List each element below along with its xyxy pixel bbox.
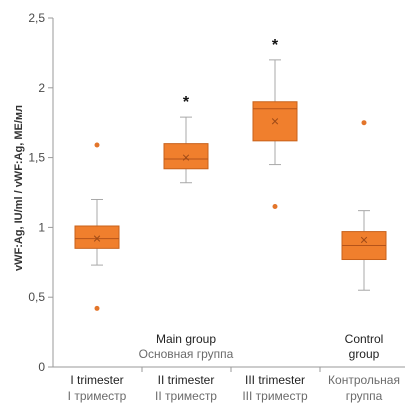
- y-tick-label: 1: [38, 220, 45, 234]
- mean-marker: [182, 154, 190, 161]
- outlier-point: [94, 305, 100, 311]
- box-group: [74, 142, 120, 311]
- box-group: *: [163, 94, 209, 184]
- mean-marker: [93, 235, 101, 242]
- significance-marker: *: [272, 37, 279, 54]
- category-label-en: III trimester: [245, 373, 305, 387]
- mean-marker-stroke: [271, 118, 279, 125]
- category-label-ru: Контрольная: [328, 373, 400, 387]
- category-label-ru: группа: [346, 389, 383, 403]
- mean-marker-stroke: [182, 154, 190, 161]
- box-group: [341, 120, 387, 291]
- significance-marker: *: [183, 94, 190, 111]
- box-series: **: [74, 37, 387, 311]
- y-axis-title: vWF:Ag, IU/ml / vWF:Ag, МЕ/мл: [13, 105, 25, 271]
- y-tick-label: 2: [38, 81, 45, 95]
- category-label-ru: III триместр: [242, 389, 308, 403]
- y-tick-label: 1,5: [28, 151, 45, 165]
- category-label-en: II trimester: [158, 373, 215, 387]
- mean-marker-stroke: [93, 235, 101, 242]
- outlier-point: [272, 203, 278, 209]
- category-label-ru: II триместр: [155, 389, 217, 403]
- outlier-point: [361, 120, 367, 126]
- y-tick-label: 2,5: [28, 11, 45, 25]
- group-label-control-en: Control: [345, 332, 384, 346]
- y-tick-label: 0,5: [28, 290, 45, 304]
- box-iqr: [74, 225, 120, 249]
- box-group: *: [252, 37, 298, 209]
- box-iqr: [163, 143, 209, 170]
- mean-marker: [271, 118, 279, 125]
- group-label-main-en: Main group: [156, 332, 216, 346]
- category-label-en: I trimester: [70, 373, 123, 387]
- mean-marker-stroke: [360, 236, 368, 244]
- y-tick-label: 0: [38, 360, 45, 374]
- axes: 0 0,5 1 1,5 2 2,5: [28, 11, 405, 374]
- mean-marker: [360, 236, 368, 244]
- outlier-point: [94, 142, 100, 148]
- category-label-ru: I триместр: [68, 389, 127, 403]
- group-label-main-ru: Основная группа: [139, 347, 234, 361]
- group-label-control-en: group: [349, 347, 380, 361]
